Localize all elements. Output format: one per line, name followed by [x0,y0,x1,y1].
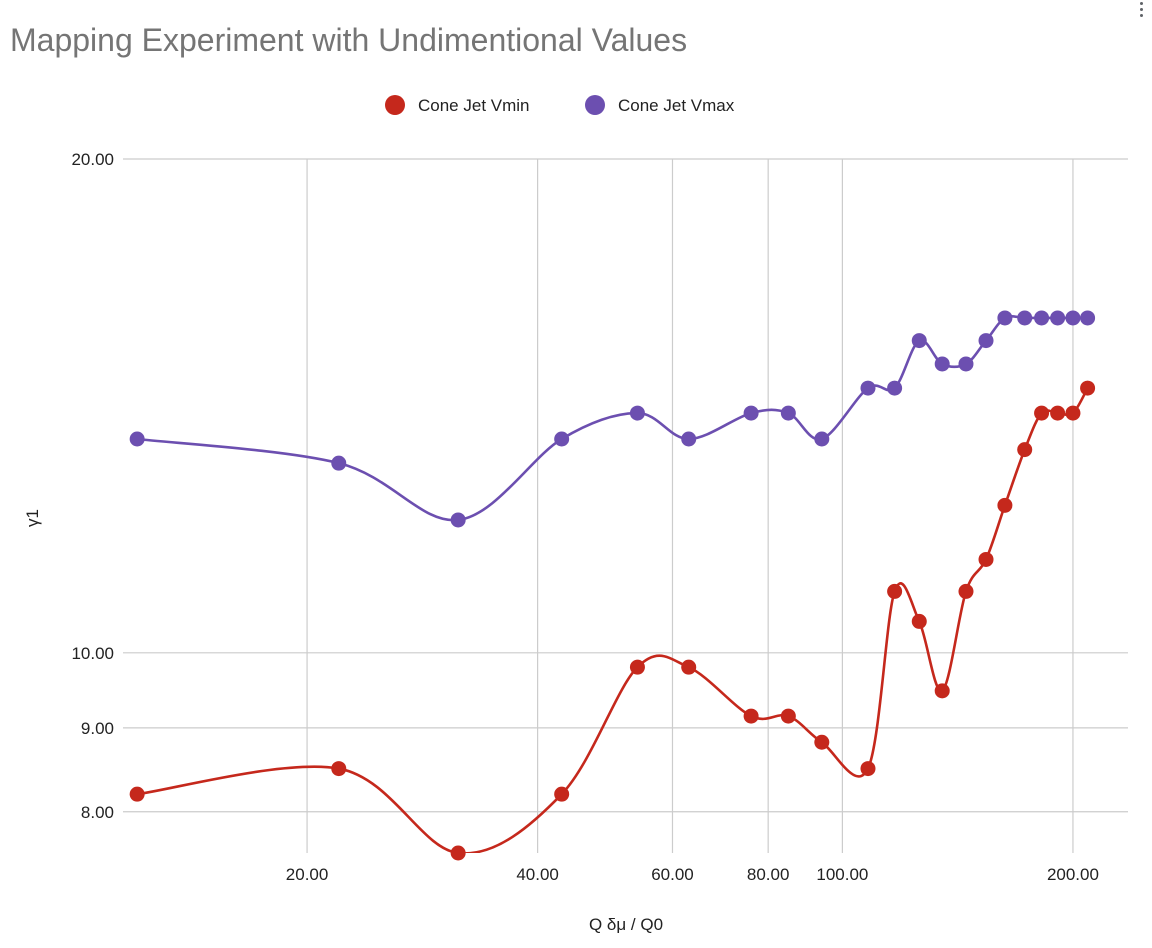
data-point[interactable] [911,613,927,629]
x-tick-label: 200.00 [1047,865,1099,884]
y-tick-label: 8.00 [81,803,114,822]
data-point[interactable] [1065,310,1081,326]
series-cone-jet-vmin [129,380,1096,861]
x-tick-label: 20.00 [286,865,329,884]
x-axis-title: Q δμ / Q0 [589,915,663,934]
data-point[interactable] [743,708,759,724]
data-point[interactable] [978,333,994,349]
data-point[interactable] [1034,310,1050,326]
legend: Cone Jet Vmin Cone Jet Vmax [385,95,735,115]
y-tick-label: 20.00 [71,150,114,169]
chart-title: Mapping Experiment with Undimentional Va… [10,22,688,58]
data-point[interactable] [554,431,570,447]
data-point[interactable] [780,405,796,421]
legend-label: Cone Jet Vmax [618,96,735,115]
data-point[interactable] [554,786,570,802]
legend-label: Cone Jet Vmin [418,96,530,115]
tick-labels: 8.00 9.00 10.00 20.00 20.00 40.00 60.00 80.00 10… [71,150,1098,884]
data-point[interactable] [1080,310,1096,326]
data-point[interactable] [129,786,145,802]
data-point[interactable] [681,431,697,447]
x-tick-label: 100.00 [816,865,868,884]
data-point[interactable] [743,405,759,421]
series-layer [129,310,1096,861]
data-point[interactable] [681,659,697,675]
data-point[interactable] [934,356,950,372]
data-point[interactable] [814,431,830,447]
data-point[interactable] [629,659,645,675]
legend-swatch [385,95,405,115]
data-point[interactable] [450,845,466,861]
data-point[interactable] [911,333,927,349]
data-point[interactable] [814,734,830,750]
data-point[interactable] [629,405,645,421]
data-point[interactable] [1034,405,1050,421]
y-axis-title: γ1 [23,509,42,527]
data-point[interactable] [1017,442,1033,458]
y-tick-label: 10.00 [71,644,114,663]
series-line [137,315,1088,522]
data-point[interactable] [1080,380,1096,396]
data-point[interactable] [887,380,903,396]
series-line [136,387,1089,853]
x-tick-label: 60.00 [651,865,694,884]
legend-item[interactable]: Cone Jet Vmax [585,95,735,115]
data-point[interactable] [1065,405,1081,421]
data-point[interactable] [780,708,796,724]
data-point[interactable] [860,380,876,396]
data-point[interactable] [997,497,1013,513]
data-point[interactable] [978,551,994,567]
y-tick-label: 9.00 [81,719,114,738]
data-point[interactable] [331,455,347,471]
data-point[interactable] [934,683,950,699]
data-point[interactable] [129,431,145,447]
data-point[interactable] [1050,310,1066,326]
legend-item[interactable]: Cone Jet Vmin [385,95,530,115]
data-point[interactable] [958,356,974,372]
data-point[interactable] [1017,310,1033,326]
legend-swatch [585,95,605,115]
gridlines [123,158,1128,853]
data-point[interactable] [860,761,876,777]
data-point[interactable] [958,583,974,599]
series-cone-jet-vmax [129,310,1096,528]
data-point[interactable] [887,583,903,599]
data-point[interactable] [450,512,466,528]
data-point[interactable] [997,310,1013,326]
data-point[interactable] [1050,405,1066,421]
data-point[interactable] [331,761,347,777]
x-tick-label: 40.00 [516,865,559,884]
more-options-icon[interactable] [1138,2,1146,18]
x-tick-label: 80.00 [747,865,790,884]
